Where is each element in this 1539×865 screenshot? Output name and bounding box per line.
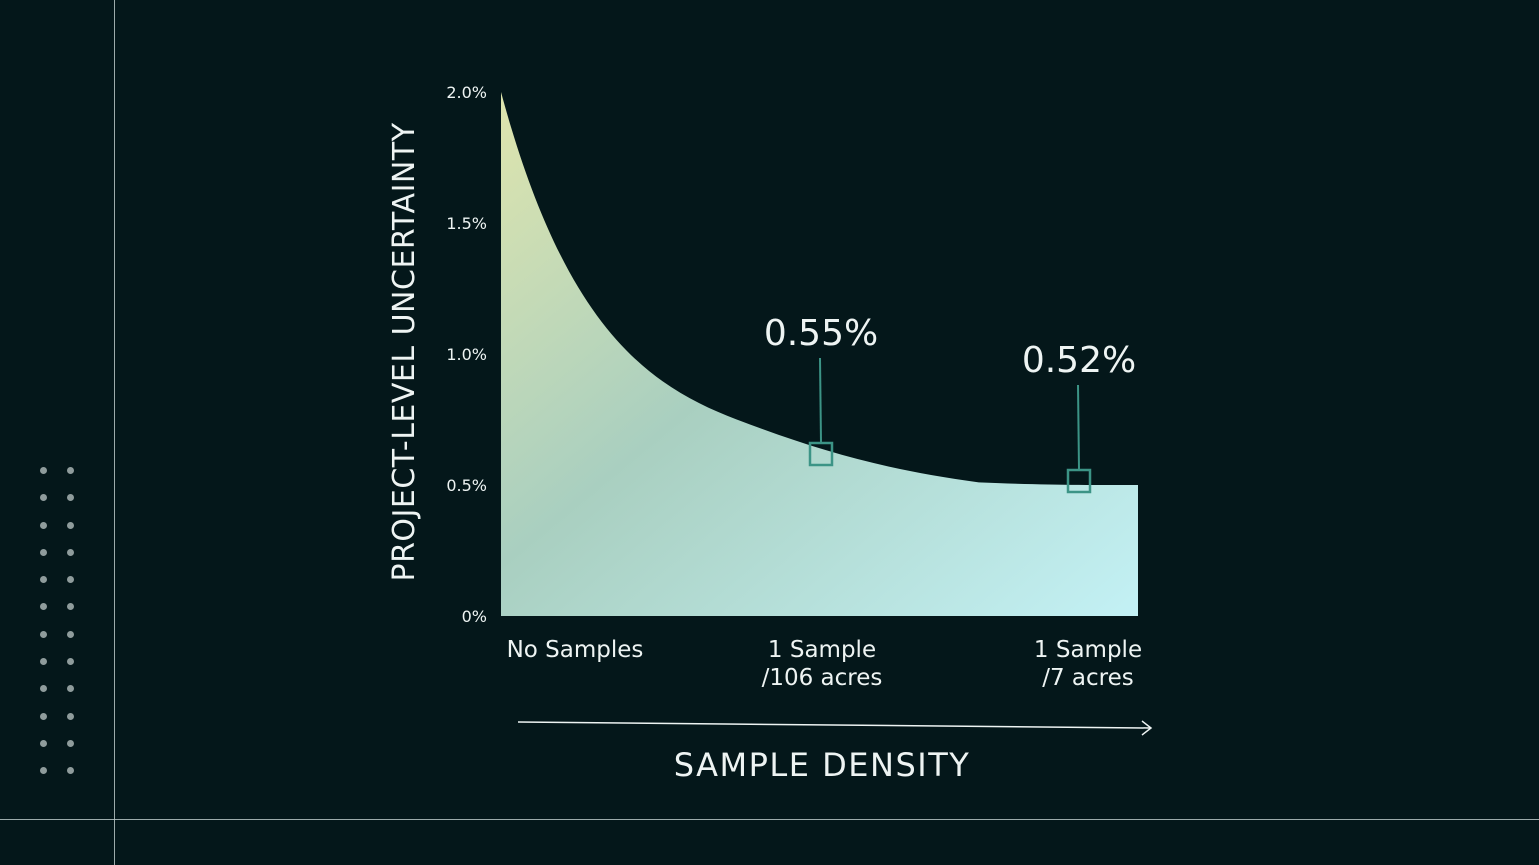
y-axis-label: PROJECT-LEVEL UNCERTAINTY [387, 122, 422, 581]
annotation-value-label: 0.52% [1022, 340, 1136, 381]
annotation-value-label: 0.55% [764, 313, 878, 354]
decorative-dot [40, 576, 47, 584]
y-tick-label: 0% [462, 607, 487, 626]
x-tick-label: /7 acres [1042, 665, 1134, 691]
x-axis-label: SAMPLE DENSITY [674, 746, 971, 784]
x-tick-label: /106 acres [762, 665, 883, 691]
decorative-dot-grid [40, 467, 80, 777]
x-axis-arrow-head [1141, 720, 1153, 736]
y-tick-label: 2.0% [446, 83, 487, 102]
decorative-dot [67, 658, 74, 666]
annotation-marker [808, 441, 834, 467]
decorative-dot [40, 767, 47, 775]
uncertainty-area [501, 92, 1138, 616]
decorative-dot [67, 521, 74, 529]
decorative-dot [67, 576, 74, 584]
x-axis-arrow-line [517, 721, 1151, 729]
decorative-dot [67, 767, 74, 775]
decorative-dot [67, 494, 74, 502]
x-tick-label: 1 Sample [768, 637, 876, 663]
decorative-dot [40, 494, 47, 502]
y-tick-label: 0.5% [446, 476, 487, 495]
decorative-dot [67, 630, 74, 638]
annotation-marker [1066, 468, 1092, 494]
decorative-dot [40, 739, 47, 747]
y-tick-label: 1.0% [446, 345, 487, 364]
annotation-leader-line [1077, 384, 1080, 471]
decorative-dot [67, 712, 74, 720]
decorative-dot [67, 603, 74, 611]
decorative-dot [40, 521, 47, 529]
decorative-dot [40, 548, 47, 556]
x-tick-label: No Samples [507, 637, 644, 663]
decorative-dot [67, 739, 74, 747]
vertical-divider-line [114, 0, 115, 865]
decorative-dot [67, 467, 74, 474]
decorative-dot [40, 712, 47, 720]
decorative-dot [40, 658, 47, 666]
decorative-dot [40, 603, 47, 611]
decorative-dot [67, 548, 74, 556]
decorative-dot [40, 630, 47, 638]
y-tick-label: 1.5% [446, 214, 487, 233]
horizontal-divider-line [0, 819, 1539, 820]
decorative-dot [40, 685, 47, 693]
decorative-dot [67, 685, 74, 693]
decorative-dot [40, 467, 47, 474]
x-tick-label: 1 Sample [1034, 637, 1142, 663]
annotation-leader-line [819, 357, 822, 444]
